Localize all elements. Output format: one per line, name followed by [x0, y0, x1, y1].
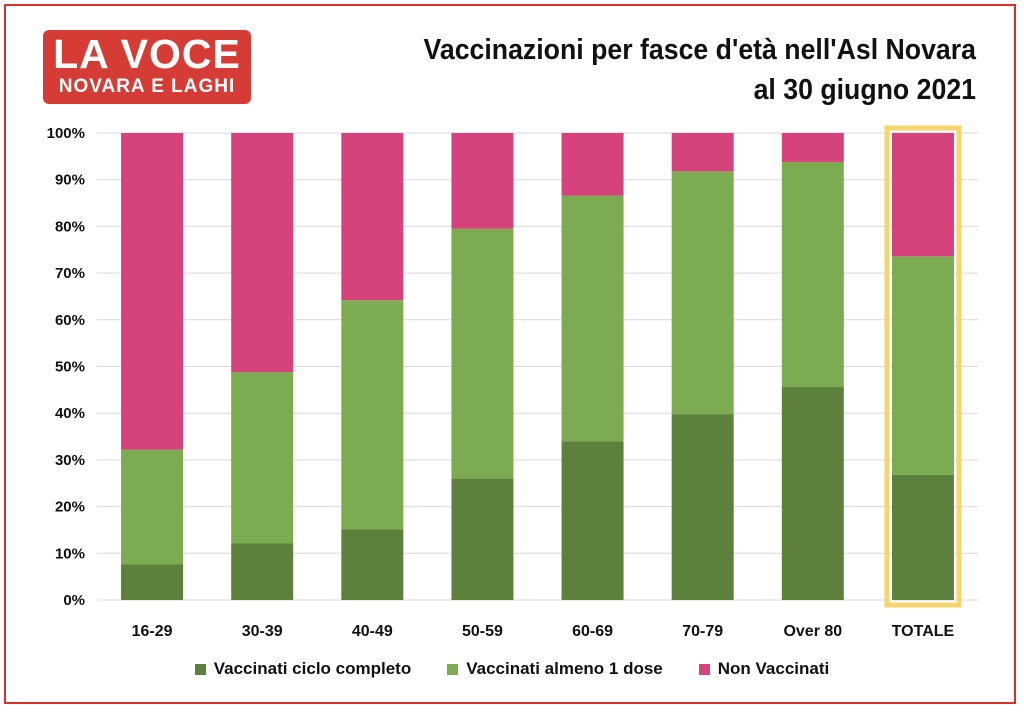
bar-segment [341, 529, 404, 600]
legend-item: Vaccinati almeno 1 dose [447, 659, 663, 679]
x-tick-label: Over 80 [783, 623, 842, 640]
bar-segment [781, 133, 844, 162]
bar-segment [561, 195, 624, 442]
bar-segment [231, 133, 294, 373]
x-tick-label: 60-69 [572, 623, 613, 640]
bar-segment [121, 449, 184, 565]
x-tick-label: 50-59 [462, 623, 503, 640]
bar-segment [451, 133, 514, 229]
y-tick-label: 70% [55, 265, 85, 282]
bar-segment [671, 171, 734, 415]
bar-segment [891, 256, 954, 475]
bar-segment [341, 300, 404, 530]
bar-segment [341, 133, 404, 301]
legend-item: Vaccinati ciclo completo [194, 659, 412, 679]
y-tick-label: 30% [55, 452, 85, 469]
bar-segment [671, 414, 734, 600]
bar-segment [561, 441, 624, 600]
bar-segment [561, 133, 624, 196]
bar-segment [451, 228, 514, 479]
x-tick-label: 16-29 [132, 623, 173, 640]
chart-title: Vaccinazioni per fasce d'età nell'Asl No… [387, 30, 976, 110]
bar-segment [121, 133, 184, 450]
bar-segment [121, 564, 184, 600]
legend-label: Vaccinati almeno 1 dose [466, 659, 663, 678]
y-tick-label: 80% [55, 218, 85, 235]
bar-segment [891, 474, 954, 600]
x-tick-label: 70-79 [682, 623, 723, 640]
y-tick-label: 0% [63, 592, 85, 609]
chart-title-line2: al 30 giugno 2021 [753, 74, 976, 106]
highlight-box [884, 125, 962, 608]
legend-label: Non Vaccinati [717, 659, 830, 678]
chart-title-line1: Vaccinazioni per fasce d'età nell'Asl No… [423, 34, 976, 66]
y-tick-label: 40% [55, 405, 85, 422]
y-tick-label: 100% [47, 125, 85, 142]
bar-segment [231, 543, 294, 600]
bar-segment [451, 478, 514, 600]
y-tick-label: 20% [55, 499, 85, 516]
bar-segment [781, 387, 844, 600]
y-tick-label: 10% [55, 545, 85, 562]
legend-swatch [698, 663, 710, 675]
chart-legend: Vaccinati ciclo completo Vaccinati almeno… [0, 656, 1024, 682]
bar-segment [781, 161, 844, 388]
legend-swatch [447, 663, 459, 675]
y-tick-label: 60% [55, 312, 85, 329]
legend-item: Non Vaccinati [698, 659, 830, 679]
bar-segment [231, 372, 294, 544]
chart-frame [4, 4, 1016, 704]
x-tick-label: TOTALE [892, 623, 955, 640]
legend-swatch [194, 663, 206, 675]
logo-line1: LA VOCE [53, 31, 241, 77]
bar-segment [671, 133, 734, 172]
logo-line2: NOVARA E LAGHI [58, 76, 236, 97]
legend-label: Vaccinati ciclo completo [213, 659, 412, 678]
y-tick-label: 90% [55, 172, 85, 189]
logo: LA VOCE NOVARA E LAGHI [43, 30, 251, 104]
x-tick-label: 40-49 [352, 623, 393, 640]
y-tick-label: 50% [55, 359, 85, 376]
x-tick-label: 30-39 [242, 623, 283, 640]
bar-segment [891, 133, 954, 257]
